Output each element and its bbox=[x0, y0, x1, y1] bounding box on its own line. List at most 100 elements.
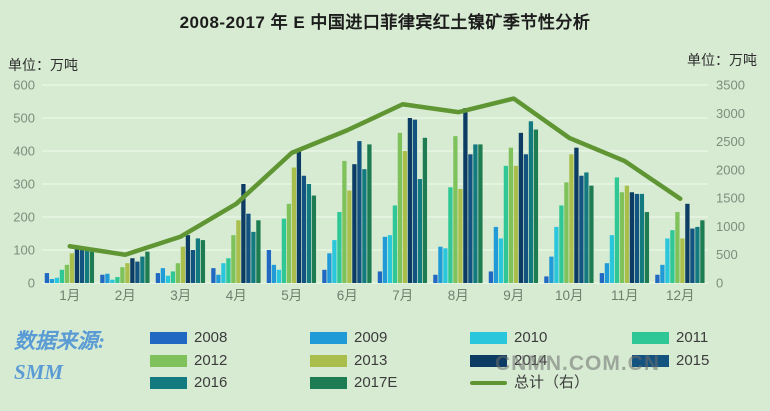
bar-2014-m11 bbox=[629, 192, 635, 283]
bar-2016-m12 bbox=[695, 226, 700, 283]
bar-2015-m1 bbox=[79, 249, 85, 283]
bar-2009-m5 bbox=[271, 264, 277, 283]
bar-2014-m9 bbox=[518, 132, 524, 283]
right-axis-tick: 2500 bbox=[716, 134, 745, 149]
x-axis-label: 10月 bbox=[555, 288, 584, 303]
bar-2017E-m12 bbox=[700, 220, 705, 283]
bar-2012-m6 bbox=[342, 160, 347, 283]
bar-2009-m1 bbox=[49, 279, 55, 283]
bar-2009-m8 bbox=[438, 246, 443, 283]
bar-2008-m3 bbox=[155, 273, 161, 283]
bar-2010-m3 bbox=[165, 275, 171, 283]
bar-2009-m11 bbox=[604, 263, 610, 283]
bar-2012-m12 bbox=[675, 212, 680, 283]
bar-2017E-m9 bbox=[533, 129, 539, 283]
bar-2015-m2 bbox=[135, 261, 140, 283]
bar-2014-m12 bbox=[685, 203, 690, 283]
bar-2013-m2 bbox=[125, 263, 130, 283]
bar-2013-m3 bbox=[180, 246, 186, 283]
bar-2017E-m10 bbox=[589, 185, 594, 283]
bar-2014-m7 bbox=[407, 118, 413, 283]
bar-2008-m5 bbox=[266, 250, 272, 283]
x-axis-label: 12月 bbox=[666, 288, 695, 303]
bar-2015-m11 bbox=[634, 193, 640, 283]
bar-2013-m1 bbox=[69, 253, 75, 283]
bar-2010-m8 bbox=[443, 248, 448, 283]
bar-2016-m11 bbox=[639, 193, 645, 283]
bar-2011-m8 bbox=[448, 187, 453, 283]
bar-2011-m9 bbox=[503, 165, 509, 283]
bar-2017E-m2 bbox=[145, 251, 150, 283]
bar-2017E-m4 bbox=[256, 220, 261, 283]
bar-2017E-m1 bbox=[89, 250, 95, 283]
bar-2013-m5 bbox=[291, 167, 297, 283]
bar-2014-m3 bbox=[185, 235, 191, 283]
bar-2015-m5 bbox=[301, 175, 307, 283]
x-axis-label: 7月 bbox=[392, 288, 413, 303]
bar-2015-m8 bbox=[468, 154, 473, 283]
bar-2010-m6 bbox=[332, 240, 337, 283]
bar-2013-m4 bbox=[236, 220, 241, 283]
bar-2010-m1 bbox=[54, 277, 60, 283]
bar-2013-m11 bbox=[624, 185, 630, 283]
bar-2016-m5 bbox=[306, 184, 312, 283]
bar-2013-m6 bbox=[347, 190, 352, 283]
right-axis-unit-label: 单位：万吨 bbox=[687, 52, 757, 68]
bar-2010-m4 bbox=[221, 263, 226, 283]
x-axis-label: 1月 bbox=[59, 288, 80, 303]
bar-2016-m2 bbox=[140, 256, 145, 283]
bar-2017E-m11 bbox=[644, 212, 650, 283]
bar-2008-m6 bbox=[322, 269, 327, 283]
bar-2011-m2 bbox=[115, 277, 120, 283]
bar-2011-m11 bbox=[614, 177, 620, 283]
bar-2014-m5 bbox=[296, 151, 302, 283]
bar-2010-m9 bbox=[498, 238, 504, 283]
left-axis-tick: 600 bbox=[13, 78, 35, 93]
data-source-watermark: 数据来源: SMM bbox=[14, 326, 105, 388]
bar-2009-m10 bbox=[549, 256, 554, 283]
bar-2010-m11 bbox=[609, 235, 615, 283]
x-axis-label: 3月 bbox=[170, 288, 191, 303]
bar-2008-m11 bbox=[599, 273, 605, 283]
bar-2013-m8 bbox=[458, 188, 463, 283]
left-axis-tick: 300 bbox=[13, 177, 35, 192]
data-source-label: 数据来源: bbox=[14, 329, 105, 353]
right-axis-tick: 1500 bbox=[716, 191, 745, 206]
bar-2008-m9 bbox=[488, 271, 494, 283]
bar-2010-m12 bbox=[665, 238, 670, 283]
bar-2008-m8 bbox=[433, 274, 438, 283]
bar-2015-m3 bbox=[190, 250, 196, 283]
bar-2014-m2 bbox=[130, 258, 135, 283]
bar-2012-m7 bbox=[397, 132, 403, 283]
bar-2011-m10 bbox=[559, 205, 564, 283]
bar-2012-m4 bbox=[231, 235, 236, 283]
bar-2012-m11 bbox=[619, 192, 625, 283]
bar-2016-m6 bbox=[362, 169, 367, 283]
bar-2013-m10 bbox=[569, 154, 574, 283]
bar-2011-m7 bbox=[392, 205, 398, 283]
bar-2016-m7 bbox=[417, 179, 423, 283]
chart-title: 2008-2017 年 E 中国进口菲律宾红土镍矿季节性分析 bbox=[179, 13, 591, 32]
left-axis-tick: 100 bbox=[13, 243, 35, 258]
x-axis-label: 9月 bbox=[503, 288, 524, 303]
bar-2008-m12 bbox=[655, 274, 660, 283]
bar-2008-m1 bbox=[44, 273, 50, 283]
bar-2008-m2 bbox=[100, 274, 105, 283]
left-axis-tick: 400 bbox=[13, 144, 35, 159]
left-axis-tick: 200 bbox=[13, 210, 35, 225]
bar-2014-m1 bbox=[74, 248, 80, 283]
bar-2009-m6 bbox=[327, 253, 332, 283]
total-line bbox=[67, 96, 683, 257]
right-axis-tick: 1000 bbox=[716, 219, 745, 234]
bar-2010-m5 bbox=[276, 269, 282, 283]
left-axis-unit-label: 单位：万吨 bbox=[8, 57, 78, 73]
bar-2011-m3 bbox=[170, 271, 176, 283]
bar-2016-m3 bbox=[195, 238, 201, 283]
bar-2008-m7 bbox=[377, 271, 383, 283]
bar-2009-m2 bbox=[105, 273, 110, 283]
left-axis-tick: 0 bbox=[28, 276, 35, 291]
bar-2012-m5 bbox=[286, 203, 292, 283]
bar-2009-m7 bbox=[382, 236, 388, 283]
bar-2015-m9 bbox=[523, 154, 529, 283]
